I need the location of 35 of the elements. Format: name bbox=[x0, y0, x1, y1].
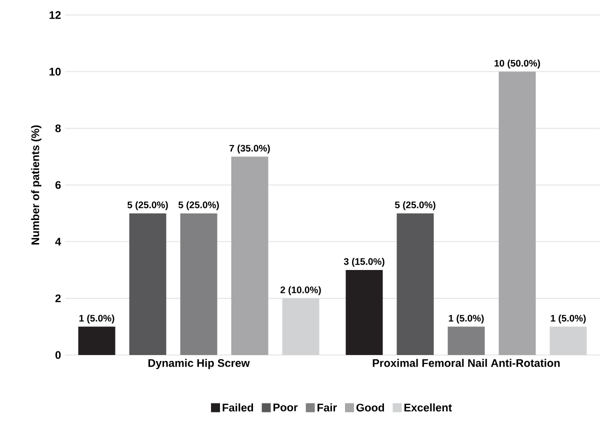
data-label: 2 (10.0%) bbox=[280, 286, 321, 296]
legend-label: Fair bbox=[318, 403, 337, 412]
y-tick-label: 8 bbox=[55, 124, 61, 132]
data-label: 1 (5.0%) bbox=[448, 314, 484, 324]
bar bbox=[231, 156, 268, 355]
y-tick-label: 12 bbox=[50, 11, 61, 19]
bar bbox=[129, 213, 166, 355]
data-label: 5 (25.0%) bbox=[178, 201, 219, 210]
bar bbox=[448, 326, 485, 355]
data-label: 5 (25.0%) bbox=[394, 201, 436, 210]
legend-label: Poor bbox=[274, 404, 298, 412]
data-label: 7 (35.0%) bbox=[230, 144, 270, 154]
y-tick-label: 4 bbox=[55, 238, 62, 246]
bar bbox=[282, 298, 320, 355]
data-label: 1 (5.0%) bbox=[79, 314, 114, 324]
data-label: 5 (25.0%) bbox=[127, 201, 168, 210]
legend-label: Excellent bbox=[404, 403, 452, 412]
data-label: 3 (15.0%) bbox=[344, 258, 384, 267]
bar bbox=[180, 213, 218, 355]
data-label: 10 (50.0%) bbox=[494, 60, 540, 68]
y-tick-label: 0 bbox=[55, 351, 61, 359]
y-tick-label: 6 bbox=[55, 181, 61, 189]
bar bbox=[346, 270, 383, 355]
x-tick-label: Dynamic Hip Screw bbox=[148, 358, 250, 370]
bar bbox=[498, 72, 536, 355]
data-label: 1 (5.0%) bbox=[550, 314, 586, 324]
legend-label: Failed bbox=[222, 403, 254, 412]
legend-label: Good bbox=[356, 403, 384, 412]
bar bbox=[78, 326, 116, 355]
y-tick-label: 2 bbox=[55, 294, 61, 302]
bar bbox=[396, 213, 434, 355]
y-tick-label: 10 bbox=[50, 68, 61, 76]
bar bbox=[550, 326, 587, 355]
y-axis-title: Number of patients (%) bbox=[31, 125, 42, 244]
x-tick-label: Proximal Femoral Nail Anti-Rotation bbox=[372, 358, 560, 367]
